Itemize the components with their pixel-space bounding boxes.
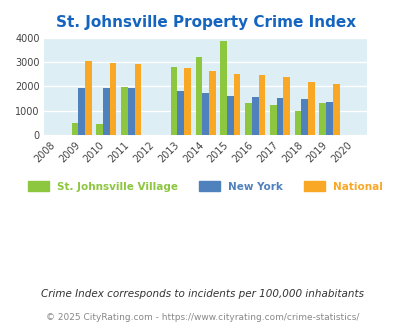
Text: © 2025 CityRating.com - https://www.cityrating.com/crime-statistics/: © 2025 CityRating.com - https://www.city… — [46, 313, 359, 322]
Bar — [220, 41, 226, 135]
Bar — [202, 93, 209, 135]
Bar — [307, 82, 314, 135]
Bar — [251, 97, 258, 135]
Bar — [332, 84, 339, 135]
Bar — [177, 91, 184, 135]
Bar — [71, 122, 78, 135]
Bar — [121, 87, 128, 135]
Bar — [96, 124, 103, 135]
Bar — [85, 61, 92, 135]
Legend: St. Johnsville Village, New York, National: St. Johnsville Village, New York, Nation… — [24, 177, 386, 196]
Text: Crime Index corresponds to incidents per 100,000 inhabitants: Crime Index corresponds to incidents per… — [41, 289, 364, 299]
Bar — [283, 77, 289, 135]
Bar — [245, 103, 251, 135]
Bar — [103, 87, 109, 135]
Bar — [209, 71, 215, 135]
Bar — [184, 68, 190, 135]
Bar — [301, 99, 307, 135]
Bar — [226, 96, 233, 135]
Bar — [78, 87, 85, 135]
Bar — [276, 98, 283, 135]
Bar — [109, 63, 116, 135]
Bar — [195, 57, 202, 135]
Bar — [319, 103, 325, 135]
Bar — [233, 74, 240, 135]
Bar — [294, 111, 301, 135]
Bar — [269, 105, 276, 135]
Bar — [171, 67, 177, 135]
Bar — [325, 102, 332, 135]
Bar — [134, 64, 141, 135]
Bar — [258, 75, 264, 135]
Bar — [128, 88, 134, 135]
Title: St. Johnsville Property Crime Index: St. Johnsville Property Crime Index — [55, 15, 355, 30]
